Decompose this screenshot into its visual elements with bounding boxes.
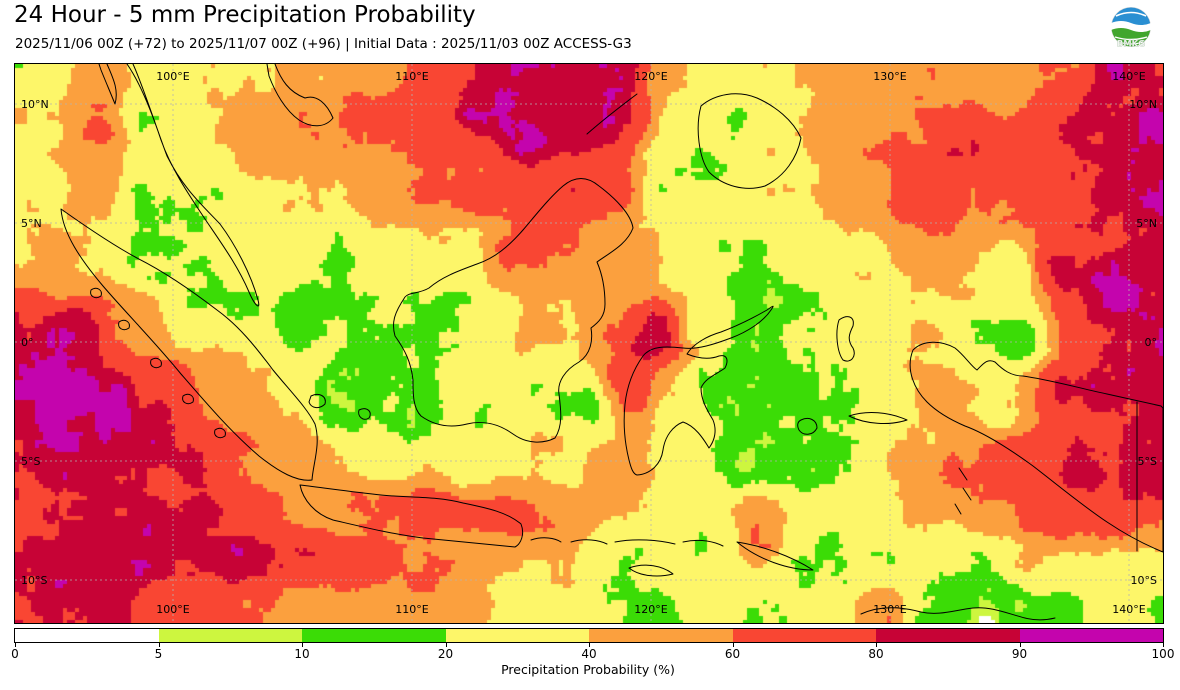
coast-timor (736, 541, 814, 571)
coast-flores-east (682, 539, 724, 547)
colorbar-segment-6 (876, 629, 1020, 642)
colorbar-tick-label: 5 (154, 647, 163, 661)
bmkg-logo: BMKG (1111, 7, 1151, 50)
precipitation-map: 100°E 100°E 110°E 110°E 120°E 120°E 130°E 130°E… (14, 63, 1164, 624)
coast-vietnam (266, 64, 334, 127)
lon-label-bottom: 130°E (873, 603, 906, 616)
coast-mentawai-2 (150, 357, 162, 369)
logo-cloud-band (1111, 21, 1151, 32)
colorbar-tick (732, 643, 734, 647)
lat-label-right: 0° (1145, 336, 1158, 349)
colorbar-tick (445, 643, 447, 647)
coast-mentawai-3 (182, 393, 194, 405)
coast-enggano (214, 427, 226, 439)
coast-sulawesi (623, 305, 774, 476)
map-overlay: 100°E 100°E 110°E 110°E 120°E 120°E 130°E 130°E… (15, 64, 1163, 623)
coast-nias (90, 287, 102, 299)
coast-buru (797, 417, 818, 435)
colorbar-segment-5 (732, 629, 876, 642)
coast-mentawai-1 (118, 319, 130, 331)
lat-label-right: 10°S (1131, 574, 1157, 587)
colorbar-tick-label: 0 (11, 647, 19, 661)
logo-text: BMKG (1117, 40, 1146, 50)
lon-label-bottom: 110°E (395, 603, 428, 616)
lon-label-top: 130°E (873, 70, 906, 83)
lon-label-bottom: 140°E (1112, 603, 1145, 616)
coast-mindanao (697, 93, 802, 189)
lat-lon-gridlines (15, 64, 1163, 623)
colorbar-segment-4 (589, 629, 733, 642)
logo-wave-streak-2 (1118, 41, 1144, 45)
lat-label-left: 5°S (21, 455, 40, 468)
logo-sky-streak (1115, 11, 1147, 17)
coast-sumbawa-flores (614, 539, 676, 545)
page-title: 24 Hour - 5 mm Precipitation Probability (14, 2, 476, 28)
lat-label-left: 5°N (21, 217, 42, 230)
coast-java (299, 484, 524, 548)
colorbar-tick-label: 10 (294, 647, 310, 661)
coastlines (60, 64, 1163, 621)
colorbar (14, 628, 1164, 643)
colorbar-tick-label: 80 (868, 647, 884, 661)
lat-label-right: 5°S (1138, 455, 1157, 468)
probability-field-canvas (15, 64, 1163, 623)
lon-label-top: 100°E (156, 70, 189, 83)
lat-label-left: 10°N (21, 98, 49, 111)
colorbar-segment-1 (158, 629, 302, 642)
colorbar-label: Precipitation Probability (%) (501, 662, 675, 677)
lon-label-top: 140°E (1112, 70, 1145, 83)
coast-sumatra (60, 208, 318, 481)
coast-belitung (358, 408, 371, 420)
colorbar-tick-label: 40 (581, 647, 597, 661)
lat-label-right: 5°N (1136, 217, 1157, 230)
lat-label-left: 10°S (21, 574, 47, 587)
lon-label-top: 120°E (634, 70, 667, 83)
colorbar-segment-3 (445, 629, 589, 642)
colorbar-segment-0 (15, 629, 159, 642)
lat-lon-labels: 100°E 100°E 110°E 110°E 120°E 120°E 130°E 130°E… (21, 70, 1157, 616)
subtitle-validity-text: 2025/11/06 00Z (+72) to 2025/11/07 00Z (… (15, 36, 632, 52)
colorbar-segment-7 (1019, 629, 1163, 642)
colorbar-tick (15, 643, 16, 647)
colorbar-tick-label: 100 (1151, 647, 1175, 661)
colorbar-tick (302, 643, 303, 647)
coast-seram (848, 412, 908, 424)
lon-label-bottom: 100°E (156, 603, 189, 616)
colorbar-tick (158, 643, 160, 647)
colorbar-tick (876, 643, 877, 647)
coast-australia (860, 607, 1056, 621)
coast-malay-peninsula (126, 64, 260, 307)
coast-palawan (586, 93, 638, 135)
colorbar-tick-label: 60 (724, 647, 741, 661)
coast-bali (530, 537, 562, 543)
colorbar-tick-label: 20 (437, 647, 454, 661)
coast-papua (909, 341, 1163, 553)
lat-label-right: 10°N (1129, 98, 1157, 111)
coast-aru (954, 467, 972, 515)
coast-halmahera (836, 316, 855, 362)
lat-label-left: 0° (21, 336, 34, 349)
logo-wave-streak-1 (1114, 36, 1148, 41)
coast-bangka (308, 393, 326, 409)
coast-borneo (392, 178, 634, 443)
coast-sumba (628, 564, 674, 577)
coast-lombok-sumbawa (570, 539, 608, 545)
gridline-path (15, 64, 1163, 623)
lon-label-top: 110°E (395, 70, 428, 83)
colorbar-tick (589, 643, 590, 647)
coast-myanmar (98, 64, 117, 105)
colorbar-segment-2 (302, 629, 446, 642)
colorbar-tick (1019, 643, 1021, 647)
colorbar-tick-label: 90 (1011, 647, 1028, 661)
colorbar-tick (1163, 643, 1164, 647)
lon-label-bottom: 120°E (634, 603, 667, 616)
